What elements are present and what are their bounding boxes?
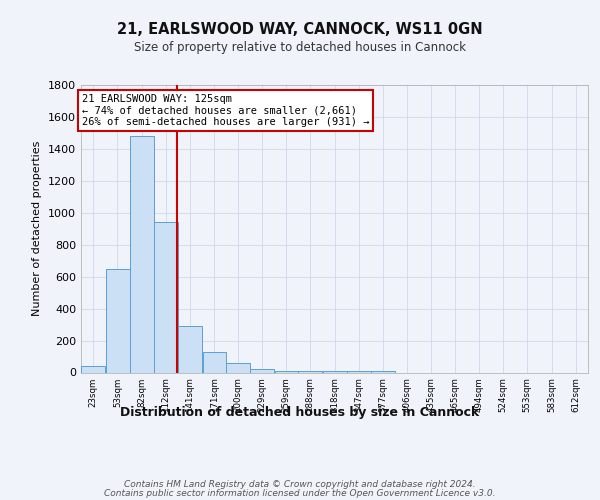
Bar bbox=[226, 363, 250, 372]
Bar bbox=[298, 371, 322, 372]
Bar bbox=[82, 366, 105, 372]
Text: Size of property relative to detached houses in Cannock: Size of property relative to detached ho… bbox=[134, 41, 466, 54]
Text: 21 EARLSWOOD WAY: 125sqm
← 74% of detached houses are smaller (2,661)
26% of sem: 21 EARLSWOOD WAY: 125sqm ← 74% of detach… bbox=[82, 94, 370, 127]
Bar bbox=[371, 371, 395, 372]
Bar bbox=[203, 352, 226, 372]
Bar bbox=[250, 370, 274, 372]
Bar bbox=[323, 371, 347, 372]
Text: Contains HM Land Registry data © Crown copyright and database right 2024.: Contains HM Land Registry data © Crown c… bbox=[124, 480, 476, 489]
Text: 21, EARLSWOOD WAY, CANNOCK, WS11 0GN: 21, EARLSWOOD WAY, CANNOCK, WS11 0GN bbox=[117, 22, 483, 38]
Text: Distribution of detached houses by size in Cannock: Distribution of detached houses by size … bbox=[121, 406, 479, 419]
Text: Contains public sector information licensed under the Open Government Licence v3: Contains public sector information licen… bbox=[104, 490, 496, 498]
Bar bbox=[106, 270, 130, 372]
Bar bbox=[154, 222, 178, 372]
Y-axis label: Number of detached properties: Number of detached properties bbox=[32, 141, 43, 316]
Bar bbox=[275, 371, 299, 372]
Bar bbox=[130, 136, 154, 372]
Bar bbox=[347, 371, 371, 372]
Bar bbox=[178, 326, 202, 372]
